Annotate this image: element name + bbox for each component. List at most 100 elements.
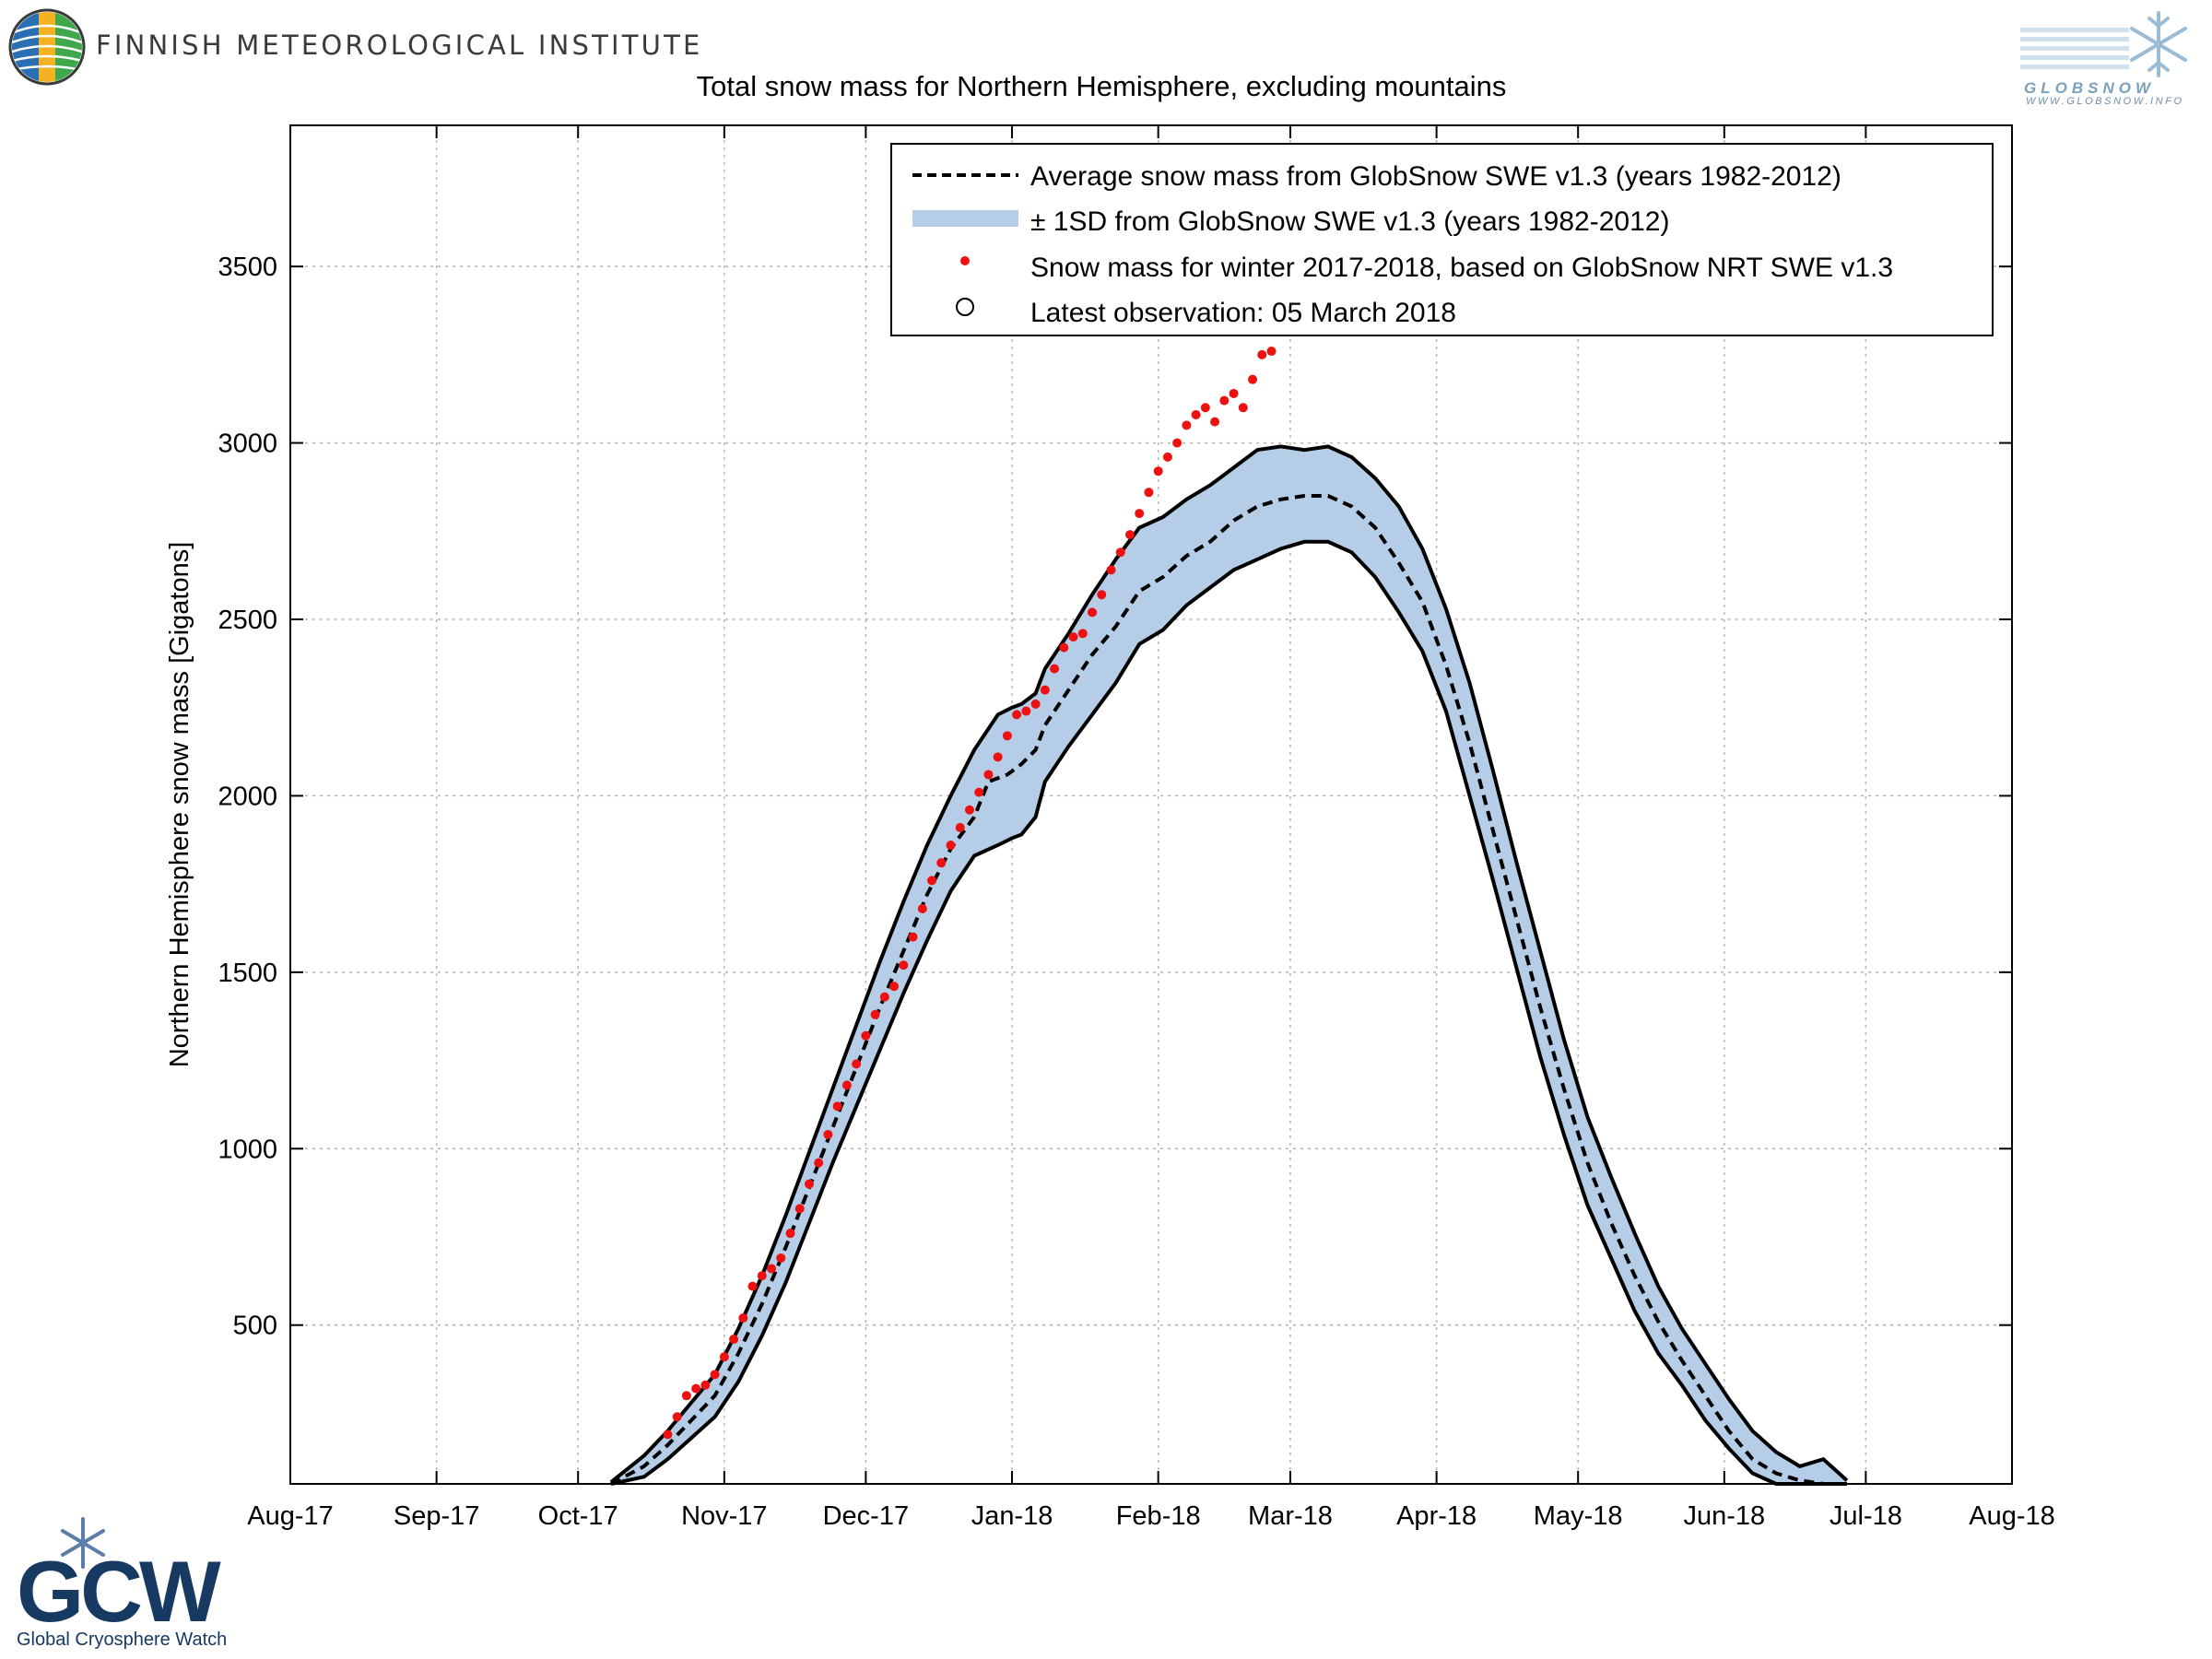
observation-point bbox=[1153, 466, 1163, 477]
observation-point bbox=[1097, 590, 1107, 600]
observation-point bbox=[785, 1229, 795, 1239]
legend-box bbox=[890, 143, 1994, 336]
observation-point bbox=[1200, 403, 1210, 413]
observation-point bbox=[889, 982, 900, 992]
x-tick-label: Feb-18 bbox=[1116, 1501, 1201, 1531]
x-tick-label: Jan-18 bbox=[971, 1501, 1053, 1531]
observation-point bbox=[1172, 438, 1182, 448]
sd-band-layer bbox=[611, 446, 1847, 1484]
observation-point bbox=[814, 1158, 824, 1168]
observation-point bbox=[993, 752, 1003, 762]
legend-label-points: Snow mass for winter 2017-2018, based on… bbox=[1030, 253, 1893, 283]
legend-swatch-points bbox=[960, 256, 970, 265]
observation-point bbox=[1219, 395, 1230, 406]
y-tick-label: 3000 bbox=[218, 429, 277, 459]
globsnow-name: GLOBSNOW bbox=[2024, 79, 2155, 97]
chart-title: Total snow mass for Northern Hemisphere,… bbox=[696, 70, 1507, 102]
y-tick-label: 3500 bbox=[218, 253, 277, 282]
legend: Average snow mass from GlobSnow SWE v1.3… bbox=[890, 143, 1994, 336]
x-tick-label: Apr-18 bbox=[1396, 1501, 1477, 1531]
legend-swatch-sd-band bbox=[912, 210, 1018, 227]
observation-point bbox=[1030, 699, 1041, 709]
observation-point bbox=[879, 992, 889, 1002]
gcw-snowflake-icon bbox=[61, 1517, 105, 1569]
observation-point bbox=[927, 876, 937, 886]
observation-point bbox=[1050, 664, 1060, 674]
y-tick-label: 1000 bbox=[218, 1135, 277, 1164]
observation-point bbox=[1021, 706, 1031, 716]
institute-name: FINNISH METEOROLOGICAL INSTITUTE bbox=[96, 29, 703, 61]
x-tick-label: Aug-17 bbox=[247, 1501, 334, 1531]
sd-band-area bbox=[611, 446, 1847, 1484]
observation-point bbox=[1210, 417, 1220, 427]
observation-point bbox=[738, 1313, 748, 1324]
tick-layer: Aug-17 Sep-17 Oct-17 Nov-17 Dec-17 Jan-18 Feb-… bbox=[218, 125, 2055, 1531]
observation-point bbox=[757, 1271, 767, 1281]
observation-point bbox=[936, 858, 947, 868]
observation-point bbox=[1144, 488, 1154, 498]
y-tick-label: 500 bbox=[233, 1312, 277, 1341]
legend-swatch-latest bbox=[956, 298, 974, 316]
observation-point bbox=[832, 1101, 842, 1112]
snowflake-icon bbox=[2130, 11, 2187, 77]
observation-point bbox=[908, 932, 918, 942]
y-tick-label: 1500 bbox=[218, 959, 277, 988]
plot-frame bbox=[289, 124, 2013, 1485]
observation-point bbox=[1266, 347, 1277, 357]
observation-point bbox=[1068, 632, 1078, 642]
observation-point bbox=[974, 787, 984, 797]
observation-point bbox=[899, 960, 909, 971]
legend-label-average: Average snow mass from GlobSnow SWE v1.3… bbox=[1030, 161, 1841, 192]
y-tick-label: 2000 bbox=[218, 782, 277, 811]
observation-point bbox=[1124, 530, 1135, 540]
x-tick-label: Nov-17 bbox=[681, 1501, 768, 1531]
observation-point bbox=[767, 1264, 777, 1274]
line-layer bbox=[609, 444, 1849, 1486]
observation-point bbox=[955, 822, 965, 832]
x-tick-label: Jul-18 bbox=[1830, 1501, 1902, 1531]
observation-point bbox=[1238, 403, 1248, 413]
observation-point bbox=[946, 841, 956, 851]
observation-point bbox=[841, 1080, 852, 1090]
average-line bbox=[610, 494, 1847, 1486]
x-tick-label: Oct-17 bbox=[538, 1501, 618, 1531]
globsnow-url: WWW.GLOBSNOW.INFO bbox=[2026, 96, 2184, 107]
observation-point bbox=[681, 1391, 691, 1401]
observation-point bbox=[729, 1335, 739, 1345]
observation-point bbox=[870, 1009, 880, 1019]
observation-point bbox=[964, 805, 974, 815]
x-tick-label: Mar-18 bbox=[1248, 1501, 1333, 1531]
observation-point bbox=[1106, 565, 1116, 575]
observation-point bbox=[1191, 409, 1201, 419]
observation-point bbox=[1012, 710, 1022, 720]
observation-point bbox=[1248, 374, 1258, 384]
observation-point bbox=[747, 1281, 758, 1291]
legend-label-latest: Latest observation: 05 March 2018 bbox=[1030, 298, 1456, 328]
observation-points-layer bbox=[663, 313, 1319, 1440]
legend-label-sd-band: ± 1SD from GlobSnow SWE v1.3 (years 1982… bbox=[1030, 206, 1669, 237]
globsnow-logo bbox=[2020, 11, 2187, 77]
observation-point bbox=[917, 903, 927, 913]
sd-upper-line bbox=[609, 444, 1849, 1484]
observation-point bbox=[1162, 452, 1172, 462]
observation-point bbox=[1002, 731, 1012, 741]
plot-area bbox=[290, 125, 2012, 1484]
observation-point bbox=[1257, 349, 1267, 359]
x-tick-label: Dec-17 bbox=[823, 1501, 910, 1531]
observation-point bbox=[1088, 607, 1098, 618]
observation-point bbox=[1059, 642, 1069, 653]
observation-point bbox=[1115, 547, 1125, 558]
y-axis-label: Northern Hemisphere snow mass [Gigatons] bbox=[165, 542, 194, 1068]
observation-point bbox=[672, 1412, 682, 1422]
observation-point bbox=[861, 1030, 871, 1041]
observation-point bbox=[691, 1383, 701, 1394]
observation-point bbox=[1077, 629, 1088, 639]
observation-point bbox=[794, 1204, 805, 1214]
y-tick-label: 2500 bbox=[218, 606, 277, 635]
x-tick-label: Sep-17 bbox=[394, 1501, 480, 1531]
observation-point bbox=[1135, 509, 1145, 519]
x-tick-label: Aug-18 bbox=[1969, 1501, 2055, 1531]
observation-point bbox=[852, 1059, 862, 1069]
observation-point bbox=[823, 1129, 833, 1139]
